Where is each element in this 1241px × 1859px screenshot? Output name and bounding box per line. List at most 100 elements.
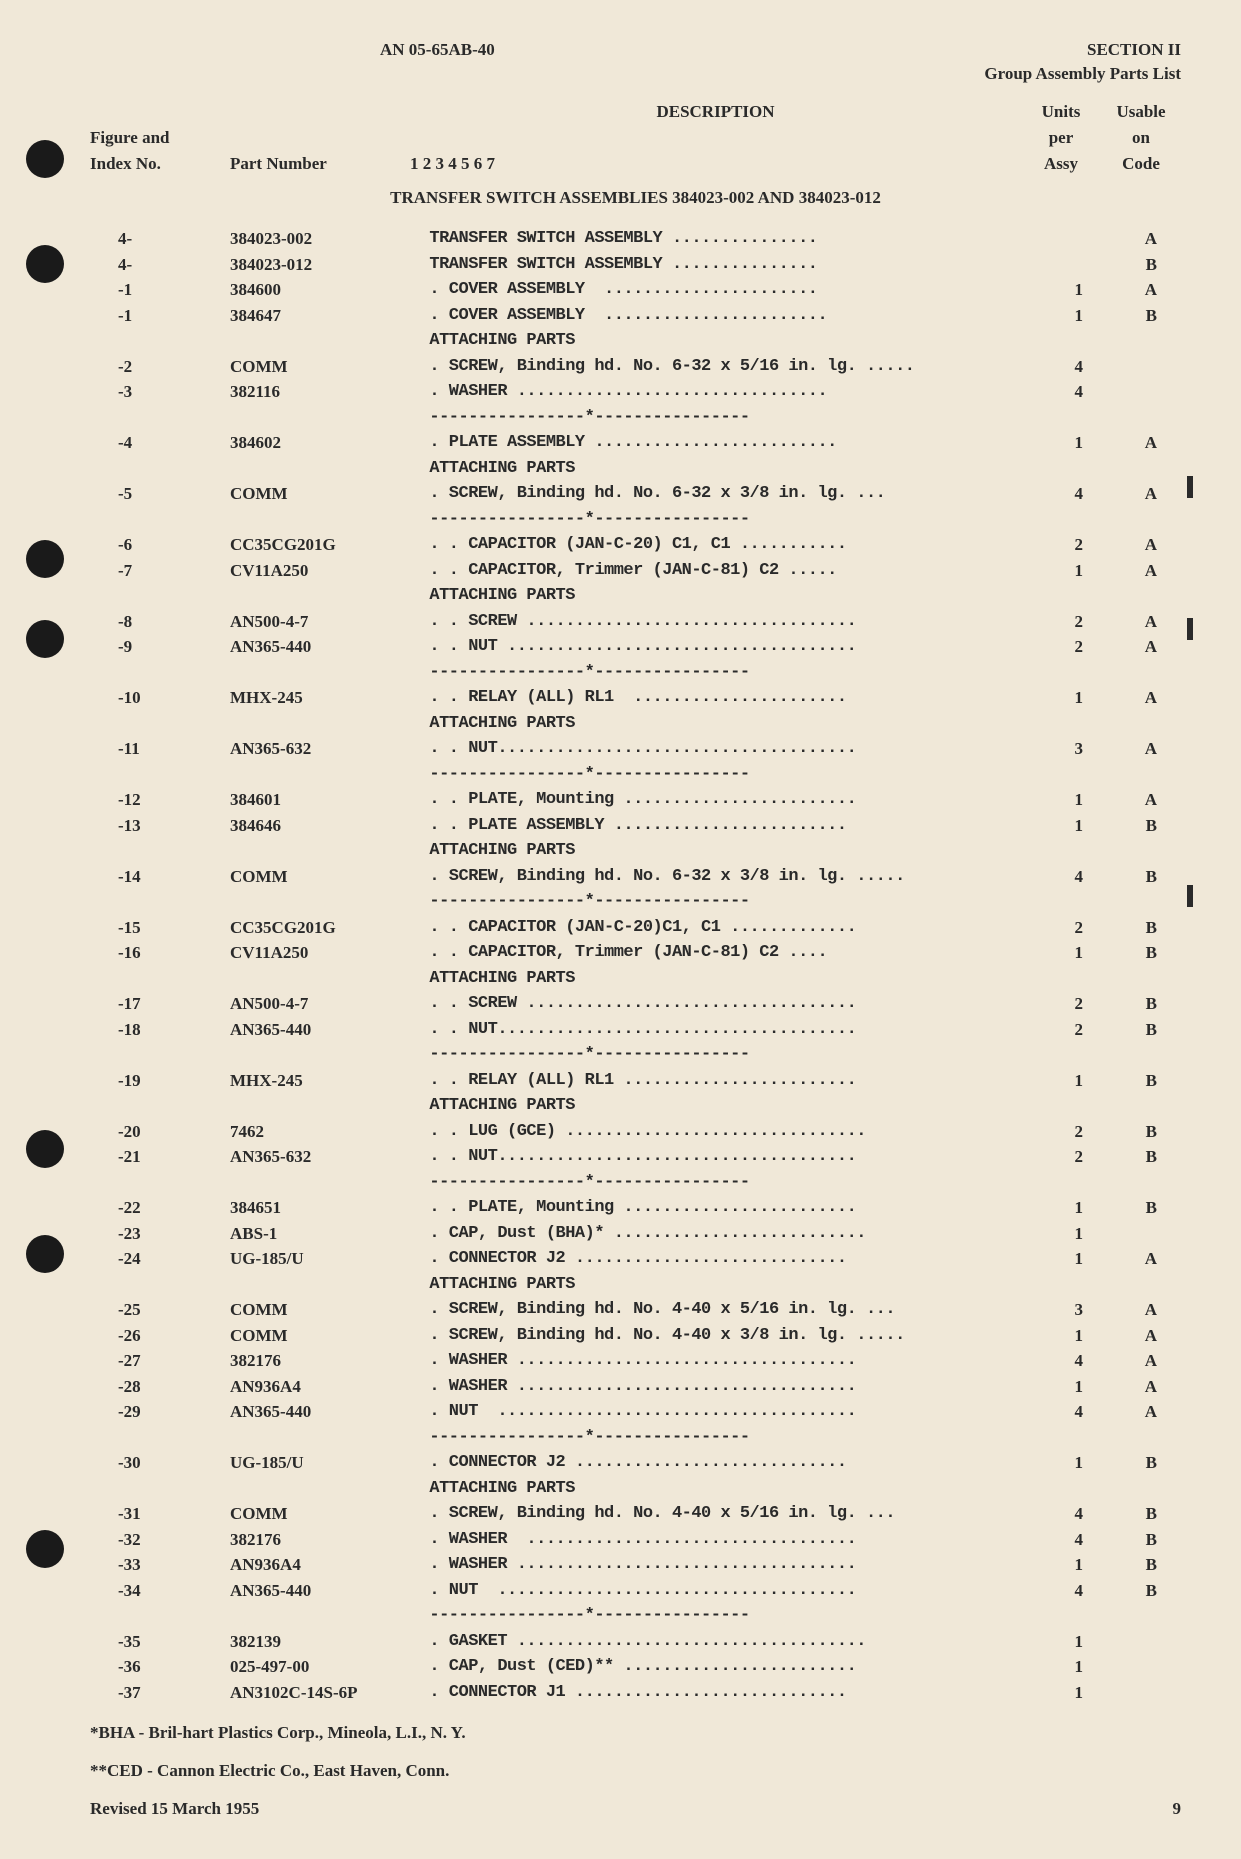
parts-row: -33AN936A4 . WASHER ....................…	[90, 1552, 1181, 1578]
section-sublabel: Group Assembly Parts List	[90, 64, 1181, 84]
parts-row: -9AN365-440 . . NUT ....................…	[90, 634, 1181, 660]
c-fig: -8	[90, 609, 230, 635]
c-units: 2	[1041, 634, 1101, 660]
col-code3: Code	[1101, 154, 1181, 174]
c-part	[230, 966, 410, 992]
c-desc: . CONNECTOR J1 .........................…	[410, 1680, 1041, 1706]
c-part: AN936A4	[230, 1374, 410, 1400]
c-part: UG-185/U	[230, 1450, 410, 1476]
punch-hole	[26, 540, 64, 578]
table-title: TRANSFER SWITCH ASSEMBLIES 384023-002 AN…	[90, 188, 1181, 208]
c-units	[1041, 328, 1101, 354]
parts-row: ATTACHING PARTS	[90, 1272, 1181, 1298]
col-units1: Units	[1021, 102, 1101, 122]
c-part	[230, 838, 410, 864]
c-fig: -11	[90, 736, 230, 762]
c-code: B	[1101, 991, 1181, 1017]
c-fig	[90, 507, 230, 533]
c-fig	[90, 1170, 230, 1196]
parts-row: -27382176 . WASHER .....................…	[90, 1348, 1181, 1374]
parts-row: -30UG-185/U . CONNECTOR J2 .............…	[90, 1450, 1181, 1476]
c-part	[230, 1042, 410, 1068]
parts-row: -26COMM . SCREW, Binding hd. No. 4-40 x …	[90, 1323, 1181, 1349]
c-part: AN3102C-14S-6P	[230, 1680, 410, 1706]
punch-hole	[26, 1130, 64, 1168]
col-part-h: Part Number	[230, 154, 410, 174]
c-sep: ----------------*----------------	[410, 1170, 1041, 1196]
c-fig: -36	[90, 1654, 230, 1680]
c-desc: . WASHER ...............................…	[410, 1348, 1041, 1374]
c-part: COMM	[230, 354, 410, 380]
c-desc: . CONNECTOR J2 .........................…	[410, 1246, 1041, 1272]
c-code	[1101, 838, 1181, 864]
c-part: MHX-245	[230, 1068, 410, 1094]
c-part	[230, 507, 410, 533]
c-sep: ----------------*----------------	[410, 1042, 1041, 1068]
c-fig: -31	[90, 1501, 230, 1527]
page-number: 9	[1173, 1799, 1182, 1819]
c-sep: ----------------*----------------	[410, 1603, 1041, 1629]
punch-hole	[26, 1530, 64, 1568]
c-fig: -1	[90, 277, 230, 303]
separator-row: ----------------*----------------	[90, 762, 1181, 788]
c-part: AN365-440	[230, 1578, 410, 1604]
punch-holes	[20, 0, 70, 1859]
c-desc: ATTACHING PARTS	[410, 711, 1041, 737]
c-units	[1041, 1042, 1101, 1068]
c-units	[1041, 226, 1101, 252]
c-code: A	[1101, 1399, 1181, 1425]
c-desc: . CONNECTOR J2 .........................…	[410, 1450, 1041, 1476]
c-part	[230, 328, 410, 354]
c-part: AN365-440	[230, 1017, 410, 1043]
c-fig: 4-	[90, 226, 230, 252]
c-fig: -19	[90, 1068, 230, 1094]
col-desc-head: DESCRIPTION	[410, 102, 1021, 122]
c-desc: . . PLATE, Mounting ....................…	[410, 1195, 1041, 1221]
c-desc: . SCREW, Binding hd. No. 6-32 x 3/8 in. …	[410, 864, 1041, 890]
c-fig	[90, 1042, 230, 1068]
doc-number: AN 05-65AB-40	[380, 40, 495, 60]
c-desc: . . CAPACITOR (JAN-C-20) C1, C1 ........…	[410, 532, 1041, 558]
c-part	[230, 405, 410, 431]
c-units: 1	[1041, 940, 1101, 966]
c-desc: . SCREW, Binding hd. No. 6-32 x 5/16 in.…	[410, 354, 1041, 380]
parts-row: -8AN500-4-7 . . SCREW ..................…	[90, 609, 1181, 635]
c-code: A	[1101, 481, 1181, 507]
c-part: AN936A4	[230, 1552, 410, 1578]
c-fig: -15	[90, 915, 230, 941]
c-part: 382139	[230, 1629, 410, 1655]
column-headers-3: Index No. Part Number 1 2 3 4 5 6 7 Assy…	[90, 154, 1181, 174]
c-fig	[90, 1093, 230, 1119]
c-code: B	[1101, 1195, 1181, 1221]
parts-row: -5COMM . SCREW, Binding hd. No. 6-32 x 3…	[90, 481, 1181, 507]
c-units	[1041, 838, 1101, 864]
c-fig: -32	[90, 1527, 230, 1553]
c-units: 3	[1041, 1297, 1101, 1323]
c-desc: . NUT ..................................…	[410, 1399, 1041, 1425]
c-fig	[90, 583, 230, 609]
c-units	[1041, 762, 1101, 788]
c-fig	[90, 711, 230, 737]
col-fig2: Index No.	[90, 154, 230, 174]
c-units: 4	[1041, 1348, 1101, 1374]
c-code: A	[1101, 1374, 1181, 1400]
c-units: 4	[1041, 1399, 1101, 1425]
revised-date: Revised 15 March 1955	[90, 1799, 259, 1819]
c-code: B	[1101, 915, 1181, 941]
parts-row: ATTACHING PARTS	[90, 456, 1181, 482]
parts-row: -3382116 . WASHER ......................…	[90, 379, 1181, 405]
c-units: 1	[1041, 1680, 1101, 1706]
section-label: SECTION II	[1087, 40, 1181, 60]
c-units	[1041, 966, 1101, 992]
footnote-2: **CED - Cannon Electric Co., East Haven,…	[90, 1761, 1181, 1781]
c-units: 4	[1041, 864, 1101, 890]
parts-row: -15CC35CG201G . . CAPACITOR (JAN-C-20)C1…	[90, 915, 1181, 941]
c-part: UG-185/U	[230, 1246, 410, 1272]
parts-row: -36025-497-00 . CAP, Dust (CED)** ......…	[90, 1654, 1181, 1680]
c-units: 4	[1041, 1578, 1101, 1604]
c-part: 384651	[230, 1195, 410, 1221]
c-fig: -20	[90, 1119, 230, 1145]
c-part	[230, 1272, 410, 1298]
c-fig: -1	[90, 303, 230, 329]
c-desc: . . NUT.................................…	[410, 1144, 1041, 1170]
